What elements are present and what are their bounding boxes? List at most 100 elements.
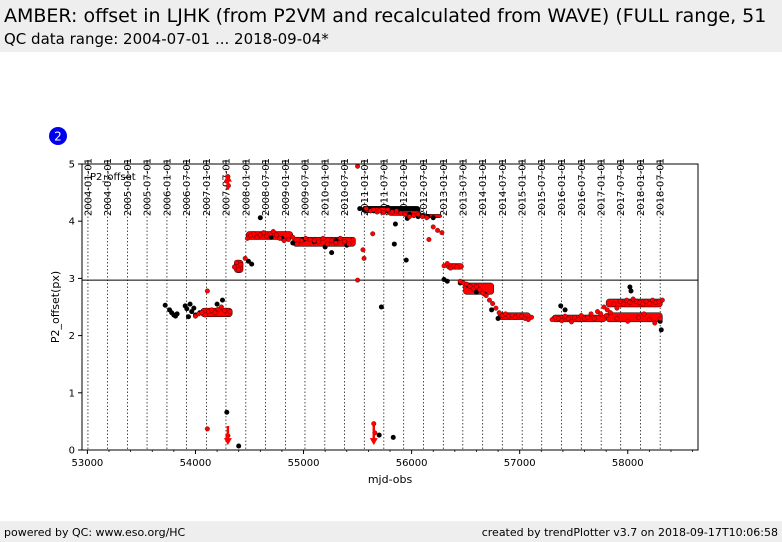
data-point	[307, 237, 313, 242]
y-axis-label: P2_offset(px)	[49, 271, 62, 343]
data-point	[184, 306, 190, 312]
data-point	[342, 239, 348, 245]
data-point	[430, 215, 436, 221]
data-point	[559, 318, 565, 324]
data-point	[236, 443, 242, 449]
date-tick-label: 2016-07-01	[577, 158, 588, 216]
data-point	[298, 238, 304, 244]
data-point	[236, 267, 242, 273]
data-point	[391, 241, 397, 247]
data-point	[486, 297, 492, 303]
data-point	[214, 301, 220, 307]
date-tick-label: 2004-01-01	[83, 158, 94, 216]
data-point	[614, 305, 620, 311]
data-point	[646, 317, 652, 323]
data-point	[218, 304, 224, 310]
data-point	[245, 258, 251, 264]
date-axis: 2004-01-01 2004-07-01 2005-01-01 2005-07-01…	[83, 158, 666, 216]
data-point	[565, 315, 571, 321]
data-point	[611, 301, 617, 307]
data-point	[415, 211, 421, 217]
date-tick-label: 2013-01-01	[439, 158, 450, 216]
data-point	[603, 313, 609, 319]
data-point	[658, 327, 664, 333]
data-point	[303, 235, 309, 241]
outlier-arrow-head	[223, 174, 232, 182]
y-tick-label: 1	[69, 388, 75, 399]
page-title: AMBER: offset in LJHK (from P2VM and rec…	[4, 5, 767, 27]
y-tick-label: 5	[69, 160, 75, 171]
data-point	[285, 237, 291, 242]
date-tick-label: 2010-01-01	[320, 158, 331, 216]
data-point	[444, 261, 450, 266]
data-point	[242, 255, 248, 261]
date-tick-label: 2017-07-01	[616, 158, 627, 216]
date-tick-label: 2004-07-01	[103, 158, 114, 216]
panel-badge-number: 2	[54, 130, 62, 144]
data-point	[337, 235, 343, 241]
date-tick-label: 2012-01-01	[399, 158, 410, 216]
data-point	[426, 237, 432, 242]
data-point	[588, 311, 594, 317]
data-point	[219, 297, 225, 303]
data-point	[398, 210, 404, 216]
data-point	[274, 232, 279, 238]
data-point	[209, 307, 215, 313]
data-point	[419, 214, 425, 220]
footer-created-by: created by trendPlotter v3.7 on 2018-09-…	[481, 526, 778, 539]
date-tick-label: 2016-01-01	[557, 158, 568, 216]
data-point	[371, 421, 377, 427]
data-point	[324, 241, 330, 247]
data-point	[495, 315, 501, 321]
data-point	[394, 208, 399, 214]
panel-badge	[49, 127, 67, 145]
data-point	[316, 239, 322, 245]
y-tick-label: 3	[69, 274, 75, 285]
data-point	[601, 304, 607, 310]
data-point	[489, 307, 495, 313]
data-point	[257, 215, 263, 221]
date-gridlines	[87, 164, 661, 450]
date-tick-label: 2012-07-01	[419, 158, 430, 216]
data-point	[350, 237, 356, 242]
data-point	[627, 284, 633, 290]
data-point	[591, 315, 597, 321]
data-point	[657, 315, 663, 321]
data-point	[385, 207, 391, 213]
data-points	[162, 163, 665, 449]
data-point	[204, 288, 210, 294]
data-point	[636, 314, 642, 320]
data-point	[238, 262, 244, 268]
data-point	[402, 211, 408, 217]
header: AMBER: offset in LJHK (from P2VM and rec…	[0, 0, 782, 52]
footer: powered by QC: www.eso.org/HC created by…	[0, 521, 782, 542]
date-tick-label: 2014-01-01	[478, 158, 489, 216]
outlier-arrow-head	[369, 438, 378, 446]
data-point	[376, 432, 382, 438]
data-point	[640, 301, 646, 307]
data-point	[493, 305, 499, 311]
date-tick-label: 2014-07-01	[498, 158, 509, 216]
data-point	[389, 209, 395, 215]
data-point	[614, 315, 620, 321]
data-point	[244, 235, 250, 241]
data-point	[333, 240, 339, 246]
data-point	[659, 297, 665, 303]
data-point	[390, 434, 396, 440]
data-point	[290, 240, 296, 246]
data-point	[277, 235, 283, 241]
data-point	[617, 298, 623, 304]
x-tick-label: 56000	[396, 458, 428, 469]
footer-powered-by: powered by QC: www.eso.org/HC	[4, 526, 186, 539]
trend-chart: 2004-01-01 2004-07-01 2005-01-01 2005-07-01…	[49, 127, 699, 486]
data-point	[355, 277, 361, 283]
data-point	[562, 307, 568, 313]
date-tick-label: 2005-01-01	[123, 158, 134, 216]
data-point	[483, 293, 489, 299]
data-point	[191, 305, 197, 311]
x-tick-label: 55000	[288, 458, 320, 469]
data-point	[234, 259, 239, 265]
data-point	[320, 235, 326, 241]
date-tick-label: 2009-07-01	[300, 158, 311, 216]
date-tick-label: 2011-01-01	[360, 158, 371, 216]
